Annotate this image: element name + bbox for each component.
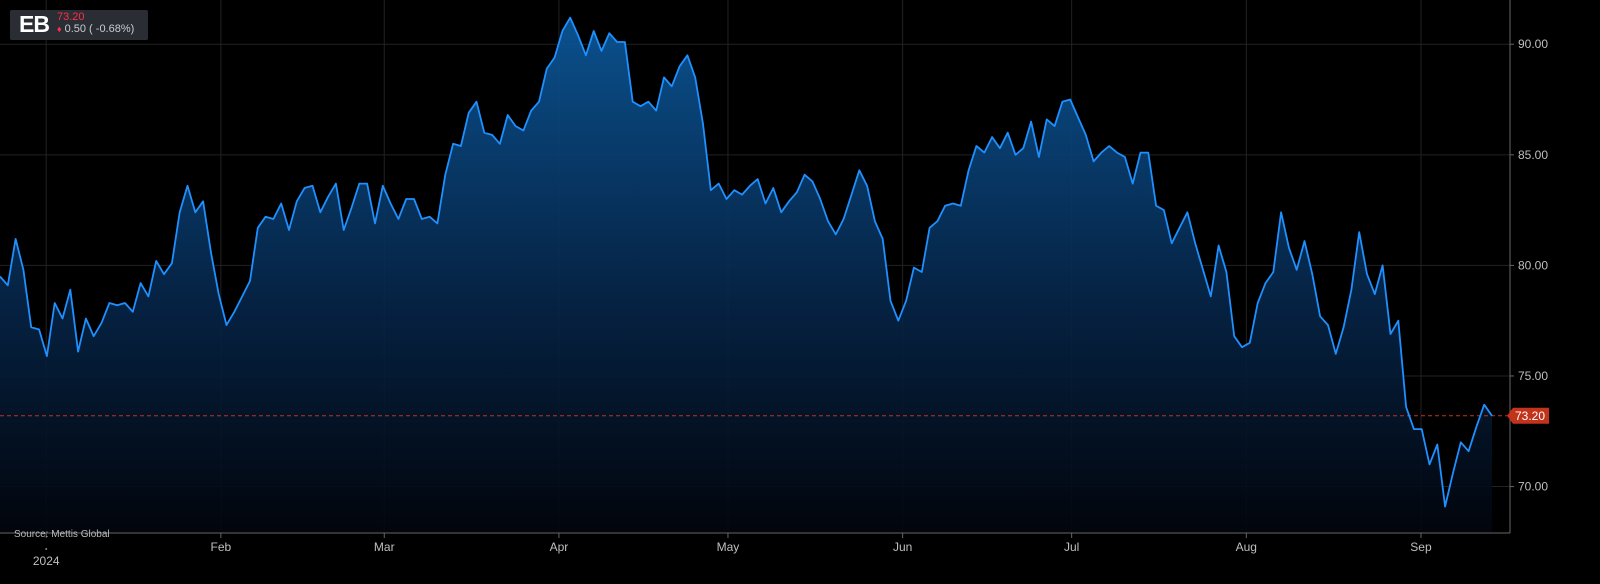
x-tick-label: Mar <box>374 540 395 554</box>
x-tick-label: Aug <box>1236 540 1257 554</box>
x-tick-label: May <box>717 540 740 554</box>
x-tick-dot <box>45 548 48 550</box>
y-tick-label: 85.00 <box>1518 148 1548 162</box>
x-tick-label: Jul <box>1064 540 1079 554</box>
ticker-badge: EB 73.20 ♦ 0.50 ( -0.68%) <box>10 10 148 40</box>
y-tick-label: 75.00 <box>1518 369 1548 383</box>
ticker-change-text: 0.50 ( -0.68%) <box>64 23 135 35</box>
price-area <box>0 17 1492 533</box>
current-price-marker: 73.20 <box>1507 407 1549 424</box>
y-tick-label: 90.00 <box>1518 37 1548 51</box>
ticker-price: 73.20 <box>57 11 85 23</box>
x-tick-label: Apr <box>550 540 569 554</box>
price-line <box>0 16 1493 508</box>
ticker-symbol: EB <box>19 11 50 37</box>
x-tick-label: Sep <box>1410 540 1432 554</box>
x-tick-label: 2024 <box>33 554 60 568</box>
current-price-label: 73.20 <box>1515 409 1545 423</box>
y-axis-ticks: 70.00 75.00 80.00 85.00 90.00 <box>1510 37 1548 494</box>
x-axis-ticks: 2024 Feb Mar Apr May Jun Jul Aug Sep <box>33 533 1432 568</box>
y-tick-label: 70.00 <box>1518 480 1548 494</box>
down-arrow-icon: ♦ <box>57 24 62 34</box>
source-label: Source: Mettis Global <box>14 529 110 540</box>
current-price-marker-shape <box>1507 407 1549 424</box>
ticker-change: ♦ 0.50 ( -0.68%) <box>57 23 134 35</box>
y-tick-label: 80.00 <box>1518 258 1548 272</box>
x-tick-label: Jun <box>893 540 912 554</box>
x-tick-label: Feb <box>211 540 232 554</box>
